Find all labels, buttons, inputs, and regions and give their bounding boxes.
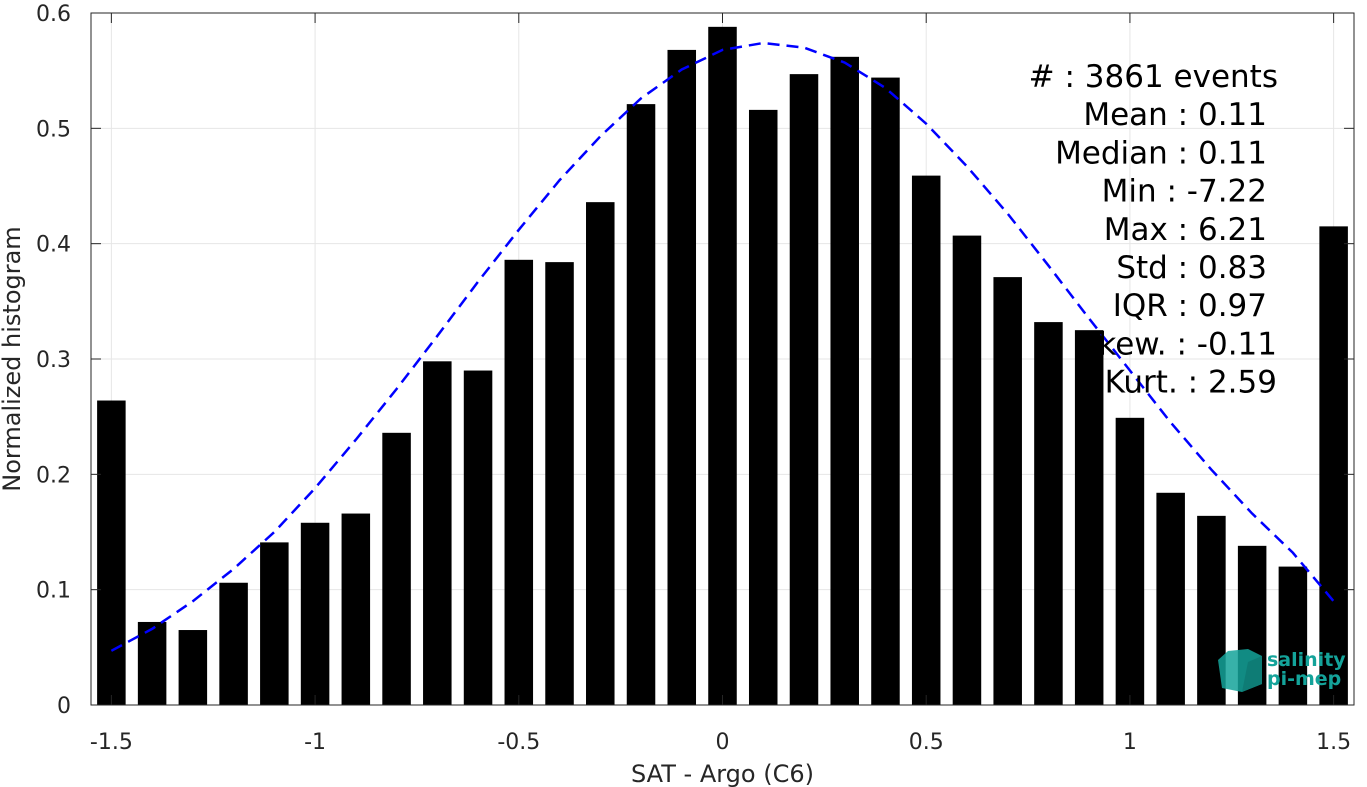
stats-line: # : 3861 events	[1029, 59, 1278, 95]
x-tick-label: 1.5	[1316, 730, 1351, 755]
y-tick-label: 0.1	[36, 579, 71, 604]
stats-line: Mean : 0.11	[1083, 97, 1267, 133]
histogram-bar	[423, 361, 452, 705]
histogram-bar	[137, 621, 167, 705]
histogram-bar	[708, 26, 737, 705]
x-tick-label: -1	[304, 730, 326, 755]
histogram-bar	[97, 400, 126, 705]
y-tick-label: 0.2	[36, 463, 71, 488]
histogram-bar	[382, 432, 411, 705]
stats-line: Median : 0.11	[1055, 135, 1267, 171]
histogram-bar	[748, 109, 778, 705]
histogram-bar	[1034, 322, 1063, 705]
histogram-bar	[952, 235, 982, 706]
histogram-bar	[1278, 566, 1308, 705]
bars	[97, 26, 1348, 706]
ticks	[91, 12, 1354, 706]
y-axis-label: Normalized histogram	[0, 226, 26, 491]
logo-line2: pi-mep	[1267, 668, 1341, 690]
histogram-bar	[871, 77, 900, 705]
histogram-bar	[586, 202, 615, 705]
x-tick-label: 0	[716, 730, 730, 755]
histogram-bar	[789, 74, 819, 706]
y-tick-label: 0.3	[36, 348, 71, 373]
y-tick-label: 0.4	[36, 233, 71, 258]
histogram-bar	[667, 49, 697, 705]
histogram-bar	[178, 630, 208, 705]
histogram-bar	[830, 56, 859, 706]
histogram-bar	[463, 370, 493, 705]
y-tick-label: 0	[57, 694, 71, 719]
x-tick-label: 0.5	[909, 730, 944, 755]
y-tick-label: 0.6	[36, 2, 71, 27]
y-tick-labels: 0 0.1 0.2 0.3 0.4 0.5 0.6	[36, 2, 71, 719]
x-axis-label: SAT - Argo (C6)	[631, 760, 814, 787]
stats-line: Skew. : -0.11	[1079, 326, 1277, 362]
histogram-bar	[219, 582, 248, 705]
stats-line: Max : 6.21	[1104, 212, 1267, 248]
histogram-bar	[504, 259, 534, 705]
histogram-bar	[993, 277, 1022, 705]
normal-fit-curve	[110, 41, 1335, 652]
histogram-bar	[1074, 330, 1104, 705]
y-tick-label: 0.5	[36, 117, 71, 142]
stats-line: Kurt. : 2.59	[1105, 365, 1277, 401]
histogram-bar	[626, 104, 656, 705]
salinity-pimep-logo: salinity pi-mep	[1218, 649, 1346, 692]
histogram-bar	[300, 522, 330, 705]
histogram-bar	[260, 542, 289, 705]
stats-line: IQR : 0.97	[1113, 288, 1267, 324]
histogram-bar	[341, 513, 371, 705]
stats-line: Std : 0.83	[1116, 250, 1267, 286]
histogram-bar	[911, 175, 941, 705]
logo-cube-shade-icon	[1242, 656, 1262, 692]
histogram-bar	[545, 262, 574, 705]
x-tick-label: -1.5	[90, 730, 133, 755]
histogram-bar	[1115, 417, 1145, 705]
x-tick-label: 1	[1123, 730, 1137, 755]
x-tick-label: -0.5	[497, 730, 540, 755]
histogram-bar	[1156, 492, 1185, 705]
stats-line: Min : -7.22	[1102, 174, 1267, 210]
x-tick-labels: -1.5 -1 -0.5 0 0.5 1 1.5	[90, 730, 1351, 755]
histogram-bar	[1319, 226, 1348, 705]
logo-line1: salinity	[1267, 649, 1346, 671]
